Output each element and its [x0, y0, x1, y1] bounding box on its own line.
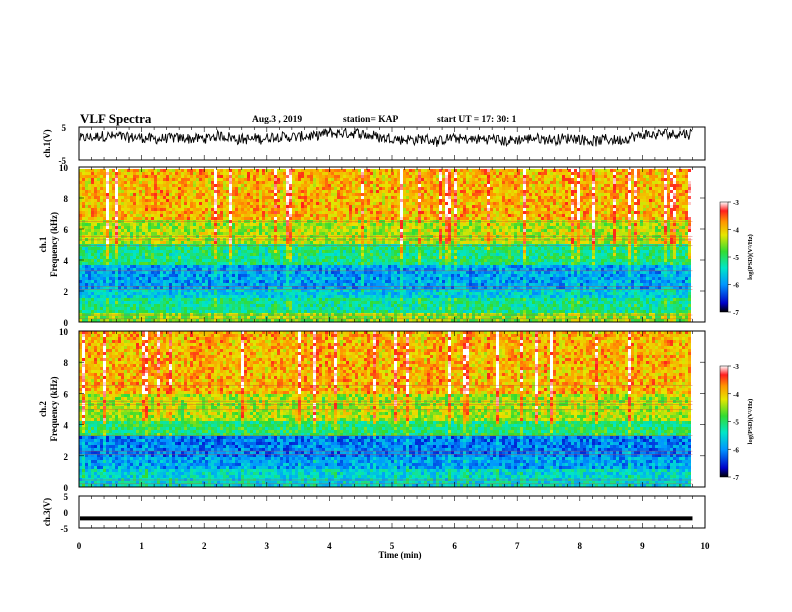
ch1-y-axis-label: ch.1(V) — [42, 129, 52, 157]
ch1-spectrogram-colorbar — [719, 201, 729, 313]
colorbar-tick-label: -6 — [733, 446, 739, 454]
x-axis-label: Time (min) — [378, 550, 421, 560]
y-tick-label: 2 — [64, 452, 69, 462]
colorbar-tick-label: -4 — [733, 227, 739, 235]
y-tick-label: 6 — [64, 389, 69, 399]
y-tick-label: 0 — [64, 318, 69, 328]
colorbar-tick-label: -3 — [733, 363, 739, 371]
ch2-spectrogram-cells — [79, 331, 691, 487]
ch1-spectrogram-colorbar-label: log(PSD)(V²/Hz) — [747, 234, 754, 280]
y-tick-label: -5 — [61, 524, 69, 534]
date-label: Aug.3 , 2019 — [252, 115, 302, 125]
ch2-spectrogram-y-axis-label-channel: ch.2 — [38, 401, 48, 417]
x-tick-label: 9 — [640, 541, 645, 551]
y-tick-label: 6 — [64, 225, 69, 235]
colorbar-tick-label: -5 — [733, 254, 739, 262]
x-tick-label: 10 — [701, 541, 711, 551]
colorbar-tick-label: -4 — [733, 391, 739, 399]
colorbar-tick-label: -7 — [733, 309, 739, 317]
start-time-label: start UT = 17: 30: 1 — [437, 115, 516, 125]
ch1-waveform-line — [79, 127, 693, 148]
colorbar-tick-label: -7 — [733, 474, 739, 482]
x-tick-label: 4 — [327, 541, 332, 551]
y-tick-label: 5 — [62, 123, 67, 133]
ch2-spectrogram-y-axis-label-frequency: Frequency (kHz) — [49, 376, 59, 441]
colorbar-tick-label: -5 — [733, 419, 739, 427]
ch2-spectrogram-colorbar — [719, 365, 729, 478]
ch3-y-axis-label: ch.3(V) — [42, 498, 52, 526]
y-tick-label: -5 — [59, 156, 67, 166]
y-tick-label: 4 — [64, 256, 69, 266]
chart-title: VLF Spectra — [80, 111, 151, 127]
x-tick-label: 3 — [265, 541, 270, 551]
y-tick-label: 4 — [64, 421, 69, 431]
ch1-spectrogram-cells — [79, 169, 691, 322]
y-tick-label: 8 — [64, 194, 69, 204]
y-tick-label: 8 — [64, 358, 69, 368]
x-tick-label: 1 — [139, 541, 144, 551]
station-label: station= KAP — [343, 115, 398, 125]
y-tick-label: 5 — [64, 492, 69, 502]
x-tick-label: 8 — [578, 541, 583, 551]
y-tick-label: 2 — [64, 287, 69, 297]
ch1-spectrogram-y-axis-label-channel: ch.1 — [38, 236, 48, 252]
y-tick-label: 10 — [59, 327, 69, 337]
colorbar-tick-label: -6 — [733, 282, 739, 290]
x-tick-label: 2 — [202, 541, 207, 551]
colorbar-tick-label: -3 — [733, 199, 739, 207]
x-tick-label: 6 — [452, 541, 457, 551]
x-tick-label: 7 — [515, 541, 520, 551]
y-tick-label: 0 — [64, 508, 69, 518]
ch2-spectrogram-colorbar-label: log(PSD)(V²/Hz) — [747, 399, 754, 445]
ch1-spectrogram-y-axis-label-frequency: Frequency (kHz) — [49, 212, 59, 277]
x-tick-label: 0 — [77, 541, 82, 551]
x-tick-label: 5 — [390, 541, 395, 551]
y-tick-label: 0 — [64, 483, 69, 493]
y-tick-label: 10 — [59, 163, 69, 173]
